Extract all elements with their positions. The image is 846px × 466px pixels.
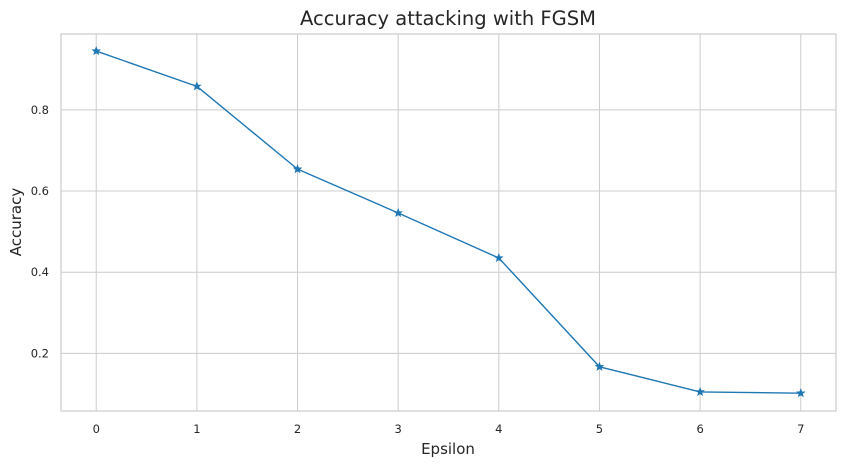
data-point bbox=[795, 388, 806, 398]
plot-frame bbox=[60, 33, 837, 412]
x-tick-label: 7 bbox=[797, 422, 804, 436]
series-line bbox=[95, 50, 801, 394]
data-point bbox=[393, 207, 403, 218]
y-tick-labels: 0.2 0.4 0.6 0.8 bbox=[31, 103, 49, 360]
x-tick-label: 0 bbox=[93, 422, 100, 436]
y-tick-label: 0.4 bbox=[31, 265, 49, 279]
data-point bbox=[91, 46, 102, 56]
x-axis-label: Epsilon bbox=[421, 440, 475, 458]
x-tick-label: 1 bbox=[193, 422, 200, 436]
data-point bbox=[494, 252, 504, 263]
grid-lines bbox=[61, 34, 836, 411]
x-tick-label: 3 bbox=[395, 422, 402, 436]
x-tick-labels: 0 1 2 3 4 5 6 7 bbox=[93, 422, 805, 436]
x-tick-label: 5 bbox=[596, 422, 603, 436]
data-point bbox=[292, 164, 303, 174]
y-tick-label: 0.2 bbox=[31, 346, 49, 360]
series-layer bbox=[91, 46, 806, 398]
data-point bbox=[695, 386, 705, 396]
x-tick-label: 4 bbox=[495, 422, 502, 436]
data-point bbox=[192, 81, 202, 91]
x-tick-label: 2 bbox=[294, 422, 301, 436]
y-tick-label: 0.6 bbox=[31, 184, 49, 198]
x-tick-label: 6 bbox=[696, 422, 703, 436]
chart-title: Accuracy attacking with FGSM bbox=[300, 7, 596, 30]
y-axis-label: Accuracy bbox=[7, 188, 25, 257]
data-point bbox=[594, 361, 605, 371]
y-tick-label: 0.8 bbox=[31, 103, 49, 117]
